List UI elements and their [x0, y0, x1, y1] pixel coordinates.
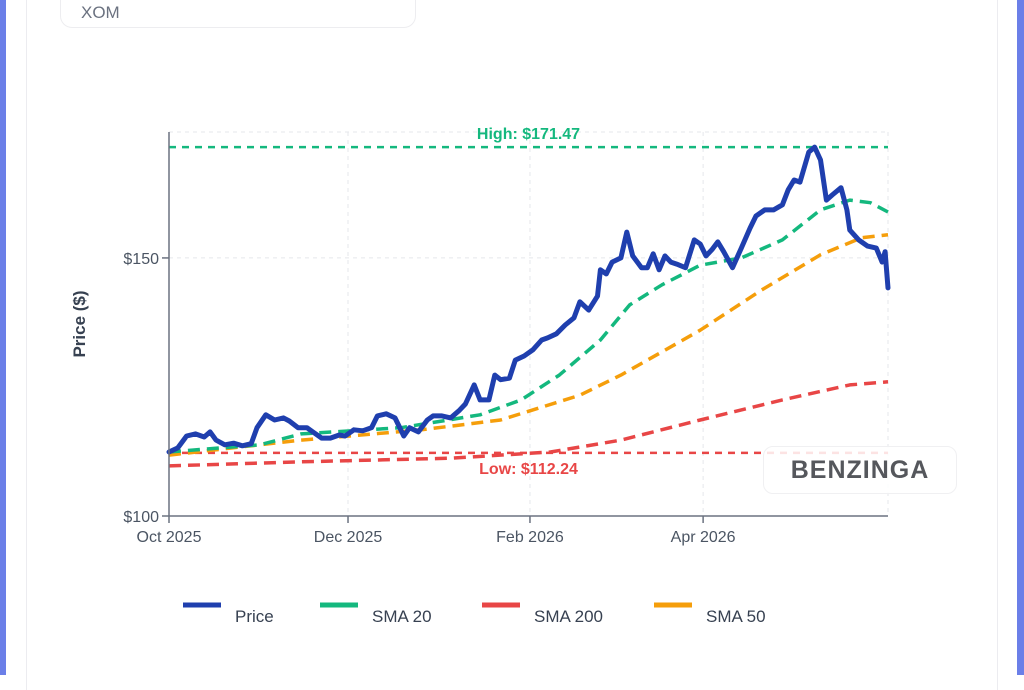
- ticker-value: XOM: [81, 3, 120, 22]
- low-label: Low: $112.24: [479, 461, 578, 478]
- legend-label-sma200: SMA 200: [534, 607, 603, 626]
- sma20-series-line: [168, 198, 889, 454]
- price-series-line: [166, 144, 891, 455]
- x-tick-label: Feb 2026: [496, 529, 564, 546]
- y-tick-label: $100: [123, 509, 159, 526]
- right-accent-bar: [1017, 0, 1024, 675]
- x-tick-label: Oct 2025: [137, 529, 202, 546]
- ticker-input[interactable]: XOM: [60, 0, 416, 28]
- sma200-series-line: [168, 380, 889, 468]
- x-tick-label: Dec 2025: [314, 529, 383, 546]
- benzinga-logo: BENZINGA: [763, 446, 957, 494]
- high-label: High: $171.47: [477, 126, 580, 143]
- left-accent-bar: [0, 0, 6, 675]
- y-axis-label: Price ($): [70, 290, 89, 357]
- price-chart: High: $171.47 Low: $112.24 Oct 2025 Dec 20…: [70, 126, 891, 626]
- legend-label-sma20: SMA 20: [372, 607, 432, 626]
- chart-card: [26, 0, 998, 690]
- x-tick-label: Apr 2026: [671, 529, 736, 546]
- sma50-series-line: [168, 232, 889, 457]
- y-tick-label: $150: [123, 251, 159, 268]
- legend-label-price: Price: [235, 607, 274, 626]
- legend-label-sma50: SMA 50: [706, 607, 766, 626]
